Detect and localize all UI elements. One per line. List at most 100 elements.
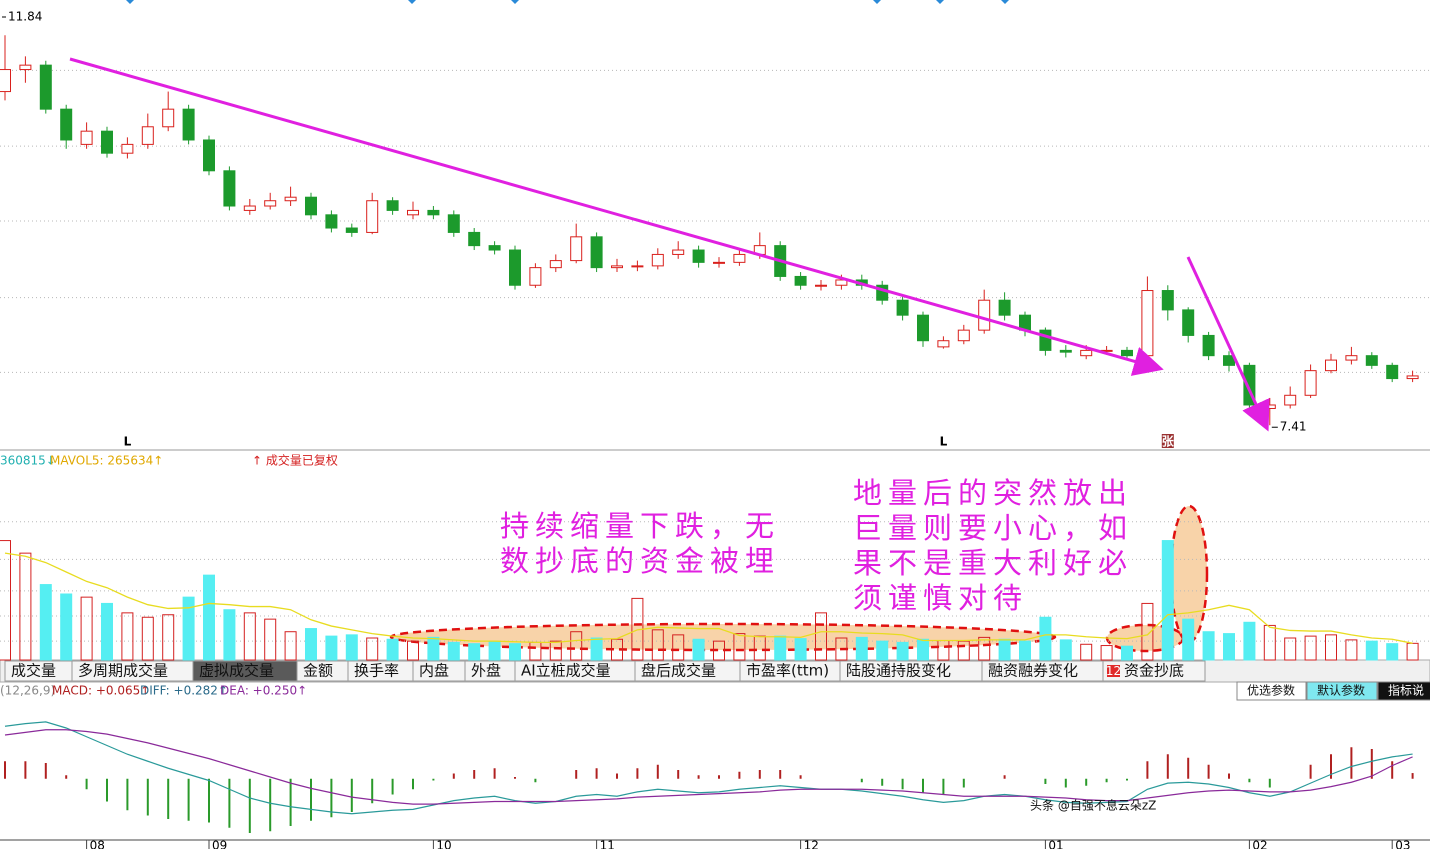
volume-bar: [366, 637, 379, 661]
candle-body: [672, 249, 685, 255]
param-button[interactable]: [1306, 681, 1378, 701]
badge: [1107, 665, 1120, 677]
tab-label[interactable]: 多周期成交量: [78, 662, 168, 680]
candle-body: [366, 200, 379, 233]
volume-bar: [19, 552, 32, 661]
param-button[interactable]: [1377, 681, 1430, 701]
candle-body: [1039, 329, 1052, 351]
candle-body: [488, 245, 501, 251]
candle-body: [651, 253, 664, 267]
volume-bar: [1345, 639, 1358, 661]
annotation: 地量后的突然放出: [853, 476, 1133, 510]
volume-bar: [957, 640, 970, 661]
top-diamonds: [126, 0, 1009, 4]
macd-header: DIFF: +0.282↑: [140, 684, 228, 698]
candle-body: [978, 299, 991, 331]
volume-bar: [998, 638, 1011, 661]
volume-bar: [835, 637, 848, 661]
volume-bar: [243, 612, 256, 661]
volume-bar: [284, 631, 297, 661]
volume-bar: [1100, 645, 1113, 661]
tab-label[interactable]: 换手率: [354, 662, 399, 680]
volume-bar: [1141, 602, 1154, 661]
candle-body: [468, 231, 481, 247]
candle-body: [1059, 349, 1072, 353]
candle-body: [509, 249, 521, 286]
high-label: 11.84: [8, 10, 42, 24]
x-tick-label: 02: [1252, 839, 1267, 849]
x-tick-label: 10: [436, 839, 451, 849]
volume-bar: [1304, 635, 1317, 661]
tab-label[interactable]: 陆股通持股变化: [846, 662, 951, 680]
tab-label[interactable]: 内盘: [419, 662, 449, 680]
candle-body: [937, 340, 950, 348]
param-button-label[interactable]: 默认参数: [1317, 683, 1365, 698]
candle-body: [264, 200, 277, 207]
annotation: 巨量则要小心，如: [853, 511, 1133, 545]
candle-body: [794, 275, 807, 286]
volume-bar: [549, 640, 562, 661]
marker-label: L: [124, 435, 132, 449]
macd-header: MACD: +0.065↑: [52, 684, 150, 698]
candle-body: [101, 130, 113, 154]
candle-body: [284, 196, 297, 202]
tab-label[interactable]: 资金抄底: [1124, 662, 1184, 680]
volume-bar: [121, 612, 134, 661]
candle-body: [917, 314, 929, 342]
low-label: 7.41: [1280, 420, 1307, 434]
tab[interactable]: [1102, 660, 1206, 682]
volume-bar: [1161, 540, 1174, 661]
volume-bar: [101, 602, 113, 661]
volume-bar: [0, 540, 11, 661]
annotation: 果不是重大利好必: [853, 546, 1133, 580]
param-button-label[interactable]: 指标说: [1388, 683, 1424, 698]
volume-bar: [468, 643, 481, 661]
candle-body: [896, 299, 909, 316]
candle-body: [529, 267, 542, 286]
param-button[interactable]: [1236, 681, 1307, 701]
highlight-ellipses: [389, 504, 1209, 653]
volume-bar: [1019, 640, 1031, 661]
volume-bar: [60, 593, 73, 661]
candle-body: [1365, 355, 1378, 366]
tab-label[interactable]: AI立桩成交量: [521, 662, 611, 680]
candle-body: [570, 236, 583, 262]
candle-body: [1284, 394, 1297, 406]
volume-bar: [713, 640, 725, 661]
candle-body: [1202, 334, 1215, 357]
volume-bar: [1059, 639, 1072, 661]
annotation: 须谨慎对待: [853, 581, 1028, 615]
x-tick-label: 01: [1048, 839, 1063, 849]
x-tick-label: 09: [212, 839, 227, 849]
volume-bar: [753, 635, 766, 661]
volume-bar: [733, 633, 746, 661]
volume-bar: [590, 637, 603, 661]
tab-label[interactable]: 外盘: [471, 662, 501, 680]
candle-body: [182, 108, 195, 141]
tab-label[interactable]: 市盈率(ttm): [746, 662, 829, 680]
tab-label[interactable]: 盘后成交量: [641, 662, 716, 680]
candle-body: [590, 236, 603, 269]
volume-bar: [223, 609, 236, 661]
candle-body: [1345, 355, 1358, 361]
param-button-label[interactable]: 优选参数: [1247, 683, 1295, 698]
candle-body: [1386, 364, 1399, 380]
candle-body: [815, 284, 827, 287]
volume-bar: [1365, 640, 1378, 661]
tab-label[interactable]: 成交量: [11, 662, 56, 680]
candle-body: [733, 253, 746, 263]
volume-bar: [692, 638, 705, 661]
tab-label[interactable]: 虚拟成交量: [199, 662, 274, 680]
tab-label[interactable]: 金额: [303, 662, 333, 680]
candle-body: [1325, 359, 1337, 372]
candle-body: [80, 130, 93, 145]
volume-bar: [651, 629, 664, 661]
tab-label[interactable]: 融资融券变化: [988, 662, 1078, 680]
candle-body: [203, 139, 215, 172]
candle-body: [305, 196, 317, 216]
volume-bar: [141, 616, 154, 661]
candle-body: [19, 64, 32, 71]
